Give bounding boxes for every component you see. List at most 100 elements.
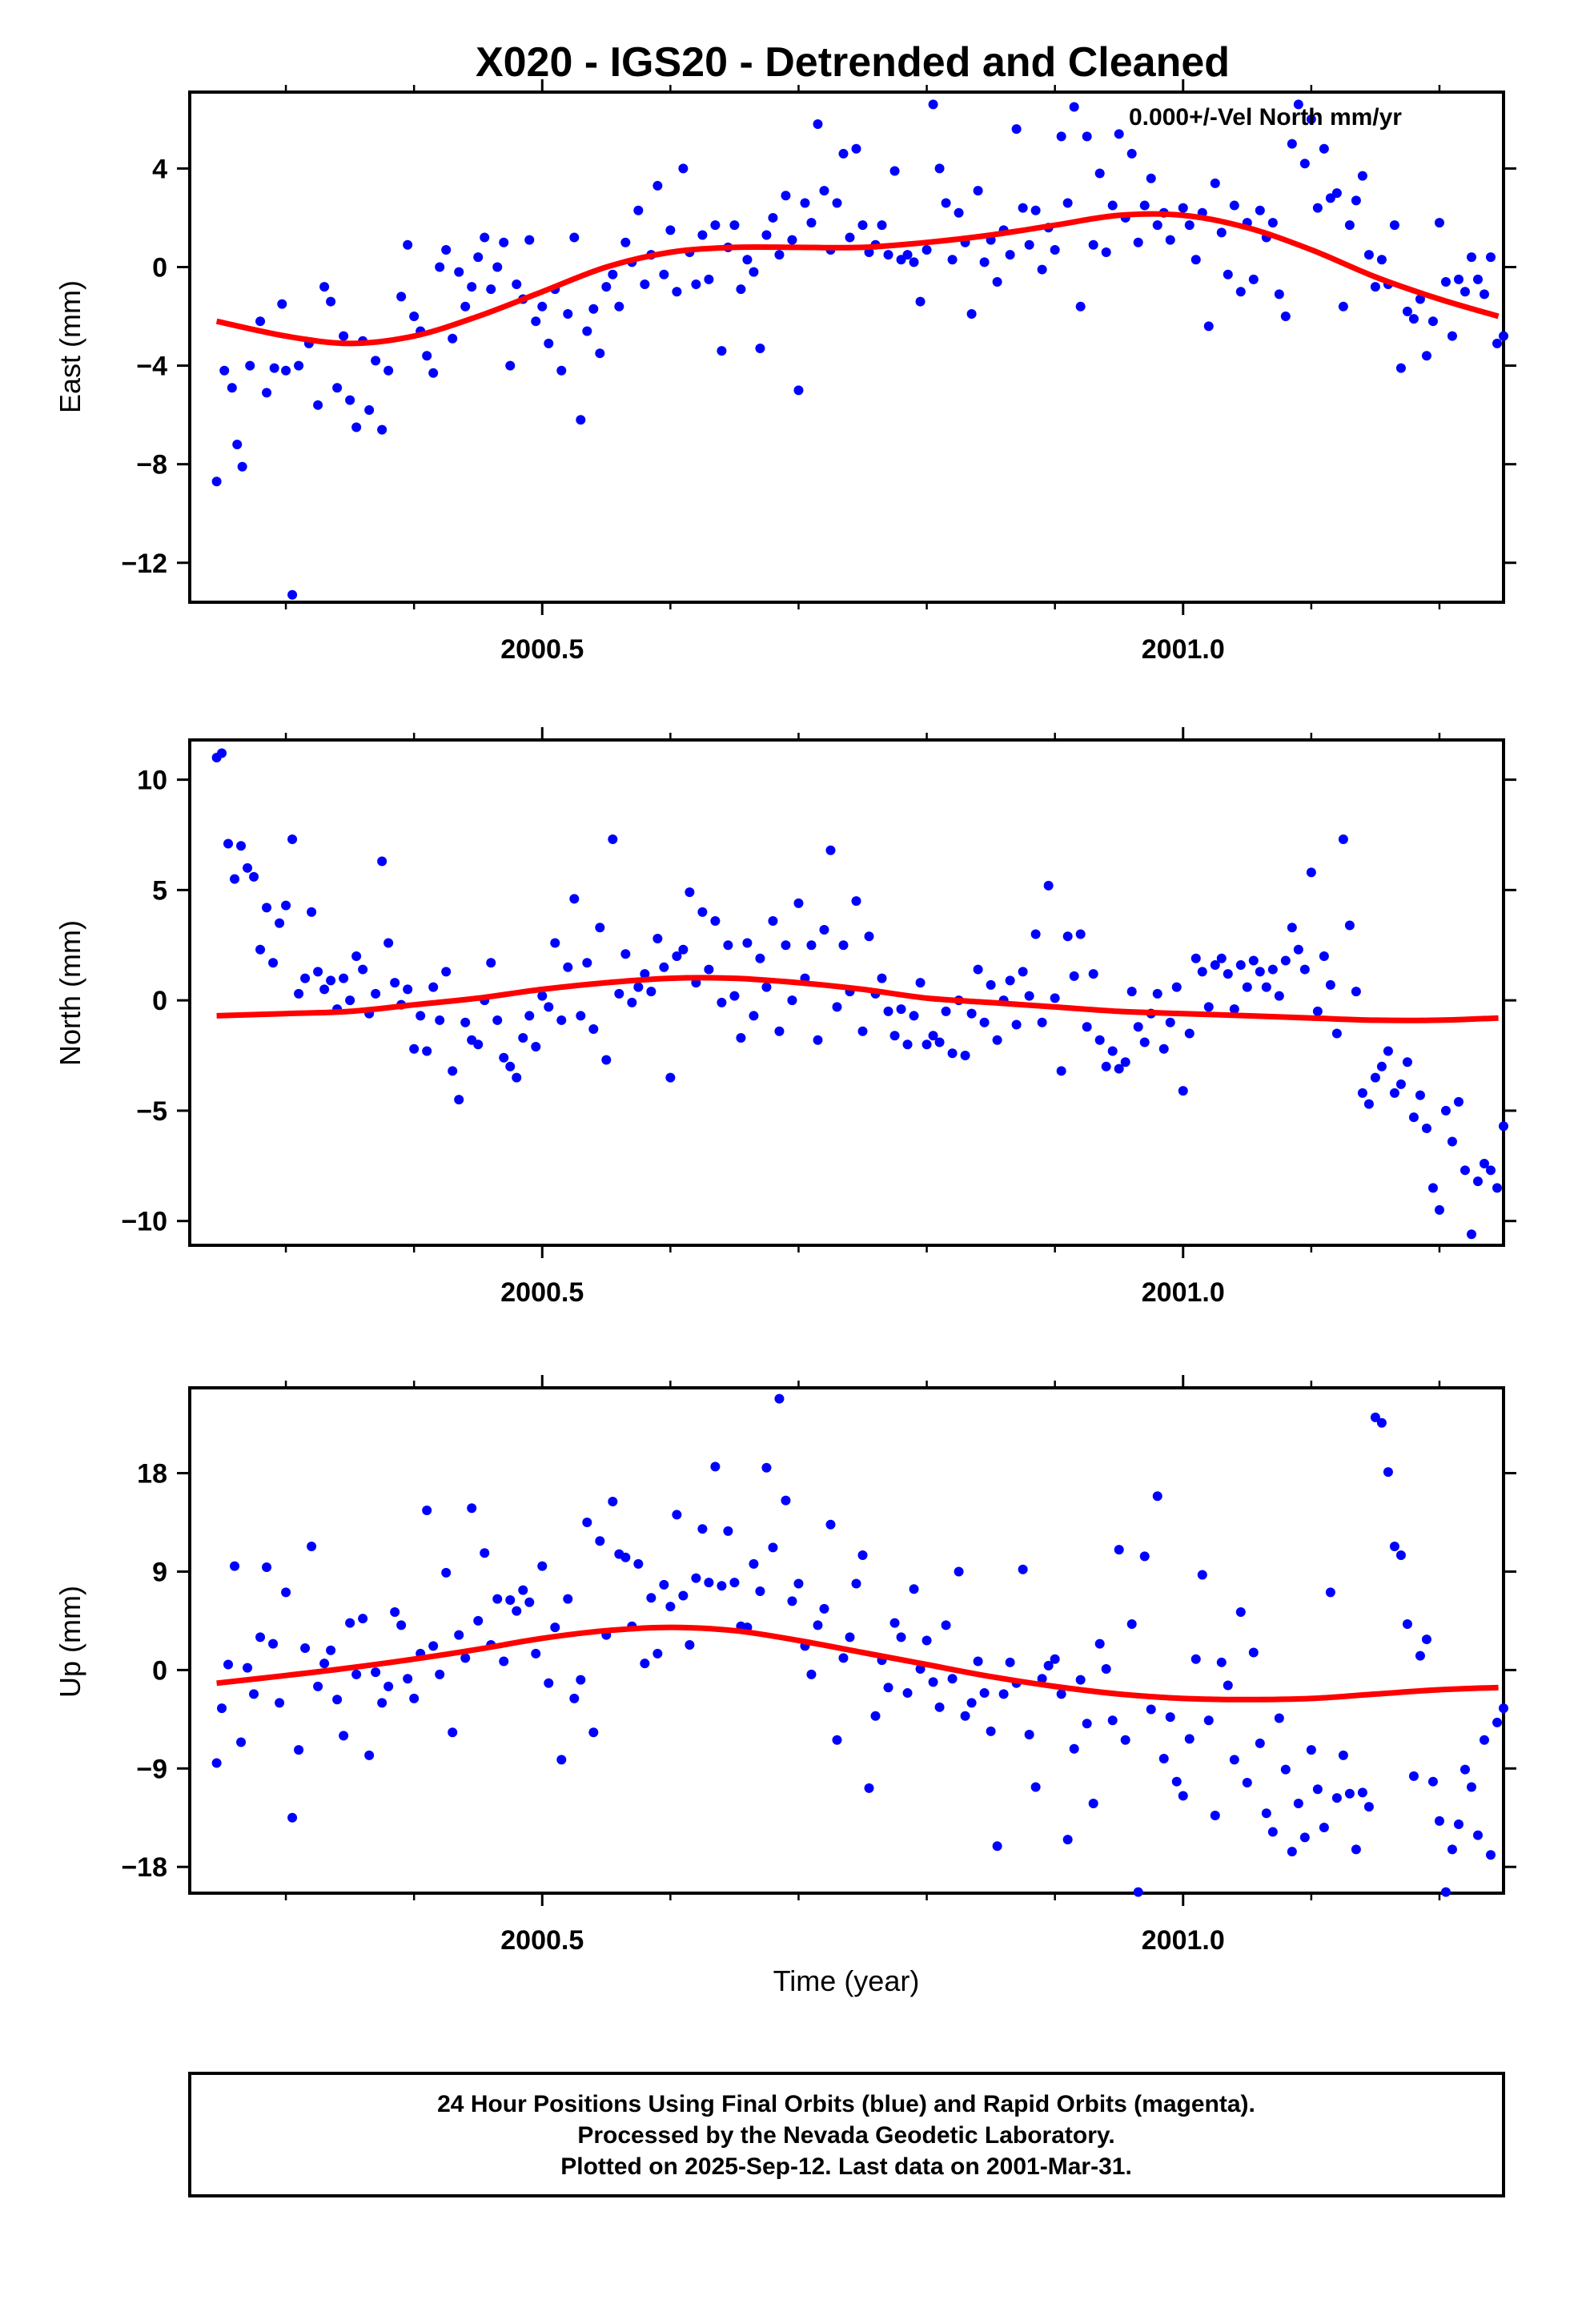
up-data-point [1203,1715,1214,1726]
east-data-point [793,385,804,396]
up-data-point [1178,1791,1188,1801]
north-data-point [1158,1043,1169,1054]
up-data-point [717,1581,727,1591]
up-data-point [230,1561,240,1571]
east-ytick-label: −12 [121,549,167,579]
up-data-point [678,1590,689,1601]
up-data-point [1075,1675,1086,1685]
east-data-point [1274,289,1284,300]
north-data-point [1043,880,1054,891]
up-data-point [986,1726,996,1736]
up-data-point [934,1702,945,1712]
north-data-point [1408,1112,1419,1123]
up-data-point [588,1727,599,1738]
up-data-point [403,1674,413,1684]
east-data-point [595,348,605,359]
east-data-point [441,244,452,255]
east-data-point [1216,227,1227,238]
north-data-point [262,903,272,913]
up-data-point [889,1618,900,1628]
north-data-point [1312,1006,1323,1016]
east-data-point [1146,173,1156,183]
up-data-point [1216,1657,1227,1667]
east-data-point [973,186,983,196]
east-data-point [237,461,247,472]
north-data-point [813,1035,823,1045]
east-xtick-label: 2001.0 [1142,634,1225,665]
east-data-point [219,365,230,376]
east-data-point [1191,255,1201,265]
north-data-point [275,918,285,928]
east-data-point [915,296,926,307]
east-data-point [1408,314,1419,324]
north-data-point [1171,982,1182,992]
north-data-point [1421,1123,1431,1133]
north-data-point [896,1004,906,1015]
east-data-point [582,326,592,336]
east-data-point [857,220,868,231]
up-data-point [1165,1712,1175,1723]
north-data-point [633,982,644,992]
east-data-point [473,252,484,263]
north-data-point [723,940,733,951]
up-data-point [1312,1784,1323,1795]
east-data-point [1152,220,1162,231]
north-data-point [454,1095,464,1105]
east-data-point [245,360,255,371]
north-data-point [921,1039,932,1050]
east-data-point [729,220,740,231]
east-data-point [659,269,669,279]
up-data-point [569,1693,580,1703]
up-data-point [1101,1664,1111,1675]
north-data-point [1005,975,1015,986]
north-data-point [640,969,650,979]
footer-line-1: 24 Hour Positions Using Final Orbits (bl… [437,2091,1255,2117]
east-data-point [435,262,445,272]
east-data-point [1338,301,1348,312]
east-data-point [1011,124,1022,135]
east-data-point [1203,321,1214,332]
north-data-point [588,1023,599,1034]
up-data-point [531,1648,541,1659]
up-data-point [1299,1832,1310,1843]
up-data-point [1376,1417,1387,1428]
east-data-point [620,237,631,247]
up-data-point [422,1505,432,1515]
up-data-point [704,1578,714,1588]
up-data-point [1421,1634,1431,1645]
up-data-point [345,1618,355,1628]
up-data-point [454,1630,464,1640]
east-data-point [1479,289,1489,300]
east-data-point [787,235,797,245]
north-data-point [1248,955,1259,966]
east-data-point [1466,252,1476,263]
up-data-point [1280,1764,1291,1775]
north-data-point [717,997,727,1007]
footer-frame [188,2072,1505,2197]
east-data-point [1351,195,1361,206]
east-data-point [332,383,343,393]
up-data-point [941,1620,951,1630]
north-data-point [383,938,394,948]
north-data-point [1216,953,1227,963]
up-data-point [1331,1793,1342,1803]
north-data-point [371,988,381,999]
up-data-point [556,1755,567,1765]
east-data-point [499,237,509,247]
east-ytick-label: −4 [136,352,167,382]
up-data-point [1248,1647,1259,1658]
north-data-point [1338,834,1348,844]
east-data-point [717,346,727,356]
east-data-point [640,279,650,290]
east-data-point [652,180,663,191]
north-data-point [1069,971,1079,981]
north-data-point [729,991,740,1001]
up-data-point [652,1648,663,1659]
north-data-point [1440,1105,1451,1116]
up-data-point [1005,1657,1015,1667]
north-data-point [544,1002,554,1012]
north-data-point [1376,1061,1387,1072]
north-data-point [1306,867,1316,878]
north-data-point [307,907,317,917]
